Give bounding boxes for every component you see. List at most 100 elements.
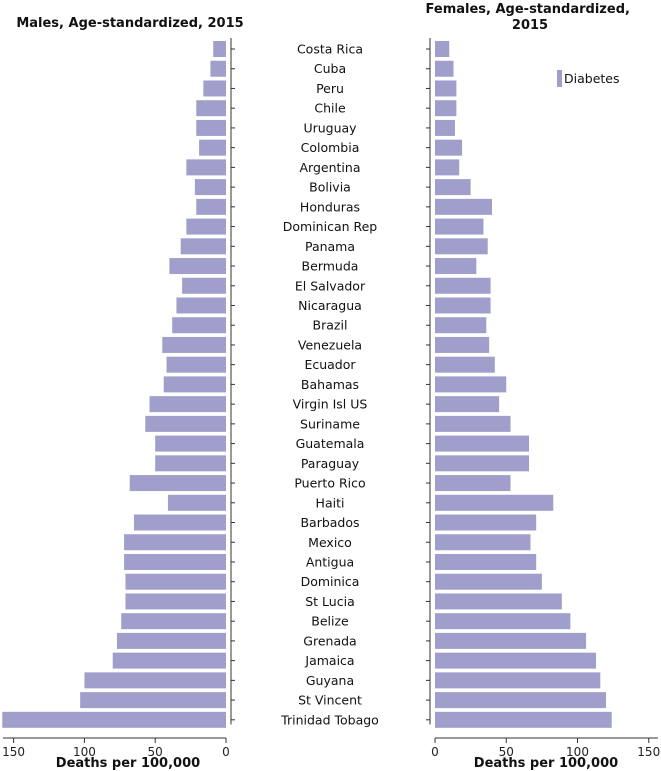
left-bar-bahamas [163,376,226,393]
right-bar-bolivia [435,179,471,196]
category-label-st-vincent: St Vincent [298,693,362,708]
right-bar-puerto-rico [435,475,511,492]
left-bar-colombia [199,139,226,156]
left-x-tick-label-0: 0 [222,745,230,759]
legend-swatch-diabetes [557,70,562,87]
right-bar-jamaica [435,652,597,669]
category-label-guyana: Guyana [306,673,354,688]
category-label-dominica: Dominica [301,574,360,589]
right-bar-trinidad-tobago [435,711,612,728]
right-bar-barbados [435,514,537,531]
category-label-panama: Panama [305,239,355,254]
right-chart-title-line1: Females, Age-standardized, [426,2,630,17]
left-x-tick-label-150: 150 [2,745,25,759]
left-bar-bolivia [194,179,226,196]
left-x-tick-label-50: 50 [148,745,163,759]
right-x-tick-label-0: 0 [431,745,439,759]
category-labels: Costa Rica Cuba Peru Chile Uruguay Colombia Ar… [280,42,379,728]
right-bar-nicaragua [435,297,491,314]
left-bar-panama [180,238,226,255]
left-bar-costa-rica [213,41,226,57]
right-x-tick-label-150: 150 [637,745,660,759]
right-x-axis-label: Deaths per 100,000 [474,756,618,771]
category-label-suriname: Suriname [300,416,360,431]
right-bar-brazil [435,317,487,334]
left-bar-nicaragua [176,297,226,314]
category-label-cuba: Cuba [314,61,346,76]
left-panel: Males, Age-standardized, 2015 050100150 … [2,16,244,771]
category-label-costa-rica: Costa Rica [297,42,363,57]
left-bar-ecuador [166,356,226,373]
left-bar-antigua [124,553,226,570]
category-label-paraguay: Paraguay [301,456,360,471]
category-label-jamaica: Jamaica [304,653,354,668]
left-bar-grenada [116,632,226,649]
right-bar-ecuador [435,356,495,373]
left-bar-trinidad-tobago [2,711,226,728]
left-y-axis [230,38,235,725]
category-label-brazil: Brazil [313,318,348,333]
category-label-antigua: Antigua [306,554,354,569]
right-x-tick-label-50: 50 [499,745,514,759]
left-x-axis-label: Deaths per 100,000 [56,756,200,771]
right-x-axis: 0 50 100 150 [431,737,660,759]
category-label-honduras: Honduras [300,199,360,214]
category-label-virgin-isl-us: Virgin Isl US [293,397,368,412]
left-bar-guyana [84,672,227,689]
right-bar-costa-rica [435,41,450,57]
right-bar-dominica [435,573,542,590]
right-bar-colombia [435,139,463,156]
left-bar-uruguay [196,119,226,136]
right-bar-venezuela [435,336,490,353]
category-label-puerto-rico: Puerto Rico [294,476,365,491]
right-bar-argentina [435,159,460,176]
right-chart-title-line2: 2015 [512,18,548,33]
left-bar-el-salvador [182,277,226,294]
left-bar-mexico [124,534,226,551]
left-bar-brazil [172,317,226,334]
category-label-guatemala: Guatemala [296,436,365,451]
left-bar-venezuela [162,336,226,353]
left-bar-argentina [186,159,226,176]
right-bar-antigua [435,553,537,570]
right-bar-peru [435,80,457,97]
category-label-barbados: Barbados [300,515,359,530]
right-bar-cuba [435,60,454,77]
category-label-nicaragua: Nicaragua [298,298,362,313]
right-bar-mexico [435,534,531,551]
left-bar-virgin-isl-us [149,396,226,413]
right-bar-st-lucia [435,593,562,610]
right-x-tick-label-100: 100 [566,745,589,759]
right-bar-guyana [435,672,601,689]
left-x-axis: 0 50 100 150 [2,737,230,759]
left-bar-barbados [133,514,226,531]
category-label-dominican-rep: Dominican Rep [283,219,378,234]
left-bar-bermuda [169,258,226,275]
category-label-el-salvador: El Salvador [295,278,366,293]
category-label-bermuda: Bermuda [302,259,359,274]
category-label-trinidad-tobago: Trinidad Tobago [280,712,379,727]
right-bar-grenada [435,632,587,649]
right-bar-st-vincent [435,692,606,709]
category-label-mexico: Mexico [308,535,352,550]
left-x-tick-label-100: 100 [73,745,96,759]
left-bar-dominican-rep [186,218,226,235]
right-panel: Females, Age-standardized, 2015 0 50 100 15… [426,2,661,771]
left-bar-st-vincent [80,692,226,709]
right-bar-el-salvador [435,277,491,294]
left-chart-title: Males, Age-standardized, 2015 [16,16,243,31]
right-bar-chile [435,100,457,117]
category-label-uruguay: Uruguay [303,120,357,135]
category-label-st-lucia: St Lucia [305,594,354,609]
right-bar-dominican-rep [435,218,484,235]
category-label-belize: Belize [311,614,349,629]
left-bar-guatemala [155,435,226,452]
right-bars [435,41,612,728]
category-label-haiti: Haiti [316,495,345,510]
right-bar-suriname [435,415,511,432]
right-bar-uruguay [435,119,455,136]
left-bar-puerto-rico [129,475,226,492]
left-bar-paraguay [155,455,226,472]
legend-label-diabetes: Diabetes [564,71,620,86]
